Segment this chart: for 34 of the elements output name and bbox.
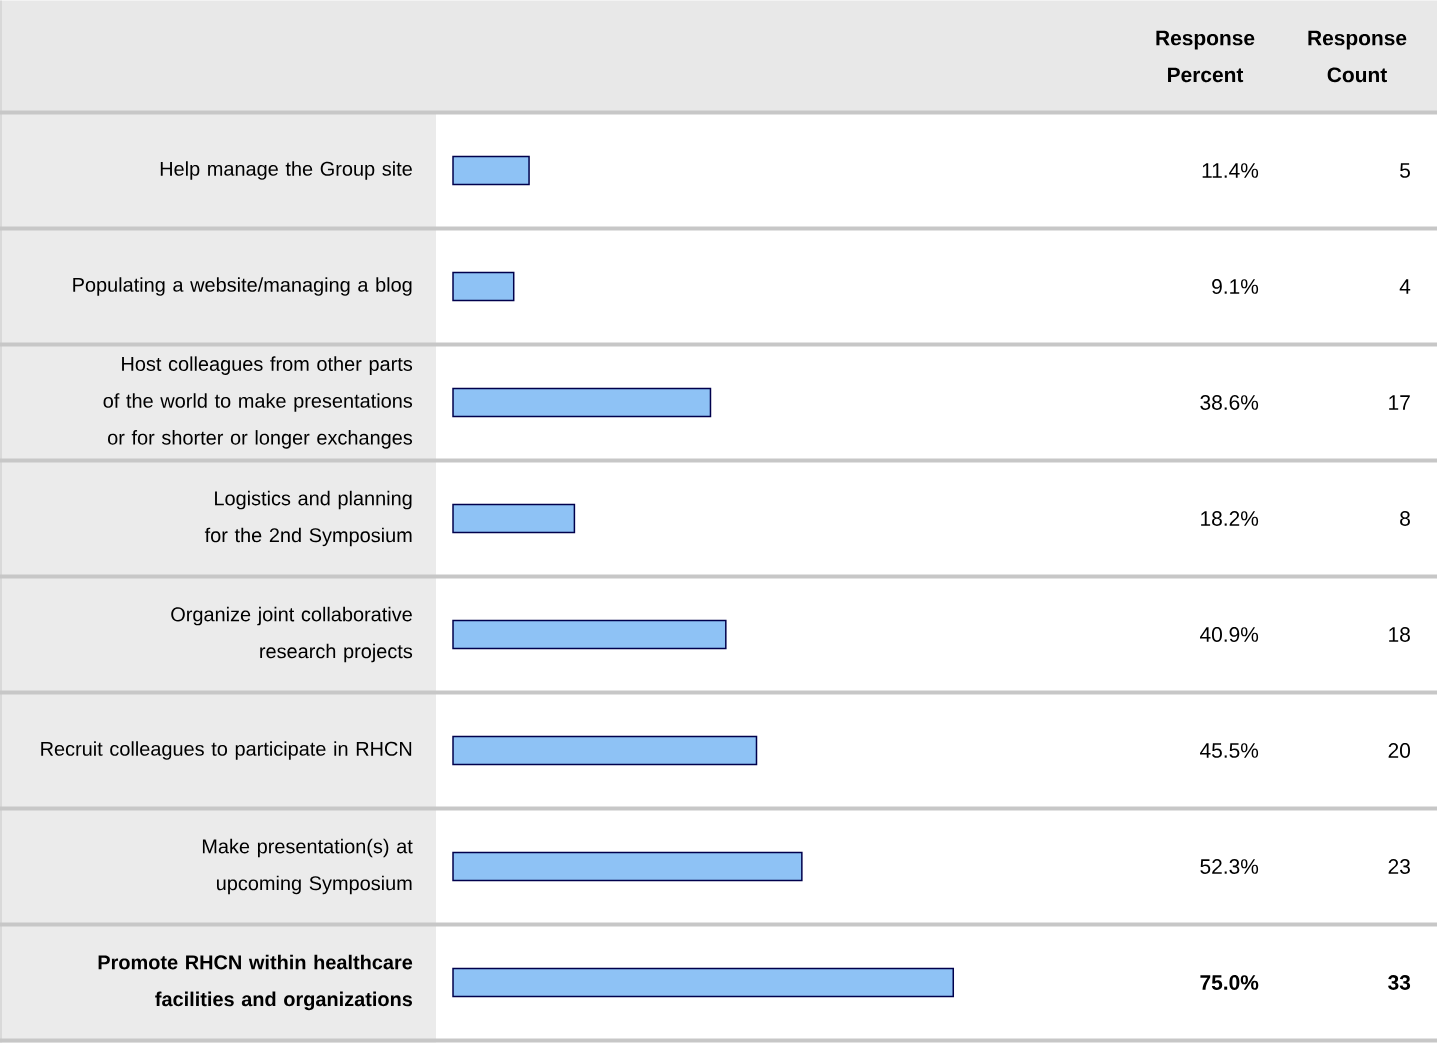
text: 5 — [1400, 163, 1410, 178]
y-tick-label: Host colleagues from other parts of the world to make presentations or for shorter or longer exchanges — [103, 356, 413, 449]
y-tick-label: Organize joint collaborative research projects — [171, 606, 413, 663]
text: 17 — [1389, 395, 1410, 410]
text: 33 — [1388, 975, 1411, 990]
text: 20 — [1388, 743, 1411, 758]
y-tick-label: Populating a website/managing a blog — [73, 277, 412, 296]
text: 4 — [1399, 279, 1411, 294]
text: 18 — [1389, 627, 1410, 642]
text: 8 — [1400, 511, 1410, 526]
bar — [452, 503, 576, 534]
y-tick-label: Promote RHCN within healthcare facilities and organizations — [98, 954, 413, 1011]
bar — [452, 619, 727, 650]
data-label: 9.1% — [1212, 279, 1259, 294]
y-tick-label: Recruit colleagues to participate in RHCN — [41, 741, 412, 760]
data-label: 18.2% — [1201, 511, 1259, 526]
bar — [452, 387, 712, 418]
bar — [452, 735, 758, 766]
data-label: 38.6% — [1200, 395, 1259, 410]
text: Response Percent — [1156, 30, 1255, 83]
y-tick-label: Logistics and planning for the 2nd Symposium — [204, 490, 412, 547]
bar — [452, 155, 530, 186]
data-label: 45.5% — [1200, 743, 1259, 758]
text: 23 — [1388, 859, 1410, 874]
text: Response Count — [1308, 30, 1407, 83]
bar — [452, 271, 515, 302]
data-label: 11.4% — [1202, 163, 1259, 178]
data-label: 75.0% — [1200, 975, 1259, 990]
bar — [452, 851, 803, 882]
y-tick-label: Make presentation(s) at upcoming Symposium — [202, 838, 413, 895]
data-label: 52.3% — [1200, 859, 1259, 874]
data-label: 40.9% — [1200, 627, 1259, 642]
bar — [452, 967, 955, 998]
y-tick-label: Help manage the Group site — [160, 161, 412, 180]
